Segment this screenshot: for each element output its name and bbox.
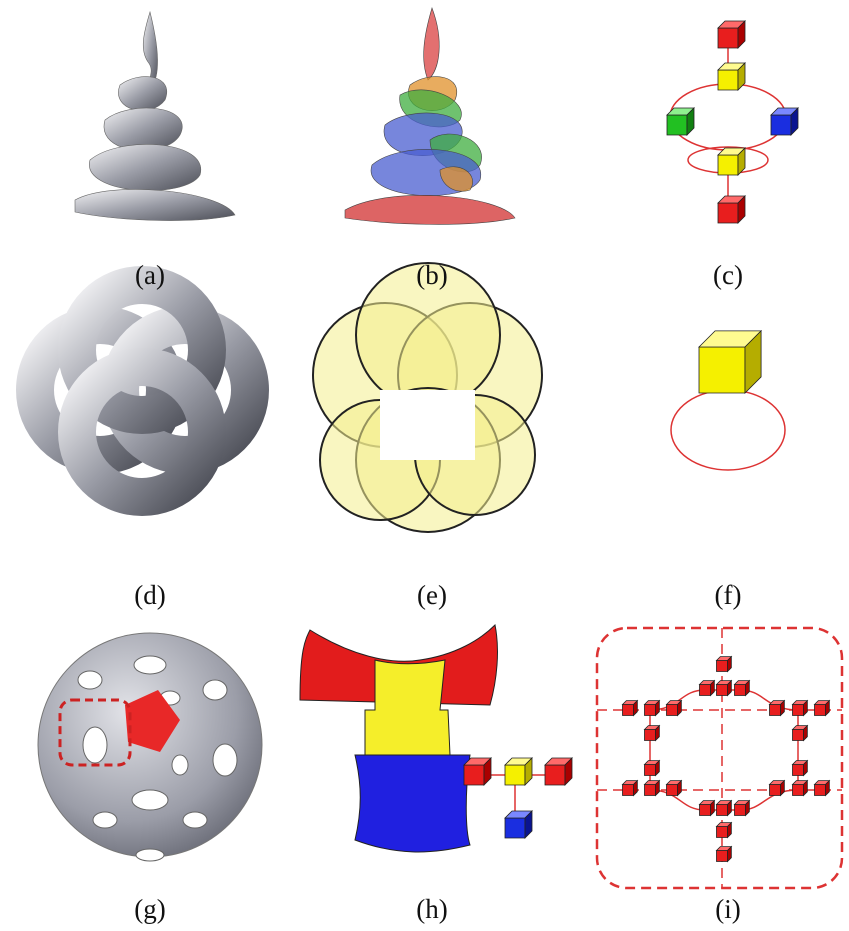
cube-face [737,195,746,224]
panel-label: (e) [417,580,447,610]
cube-face [734,804,746,816]
cube-face [504,817,526,839]
cube-face [792,704,804,716]
cube-face [737,62,746,91]
cube-face [792,784,804,796]
cube-face [699,684,711,696]
cube-face [825,779,830,797]
spiral-colored [344,7,516,225]
panel-label: (i) [715,894,740,924]
cube-face [716,850,728,862]
cube-face [825,699,830,717]
cube-face [727,655,732,673]
cube-face [780,779,785,797]
cube-face [710,799,715,817]
cube-face [745,679,750,697]
cube-face [737,20,746,49]
cube-face [544,764,566,786]
cube-face [666,784,678,796]
knot-yellow [312,262,543,533]
cube-face [727,821,732,839]
panel-label: (b) [416,260,447,290]
cube-face [698,346,746,394]
cube-face [666,704,678,716]
cube-face [622,784,634,796]
cubes [463,20,831,863]
cube-face [655,759,660,777]
cube-face [769,784,781,796]
cube-face [803,724,808,742]
cube-face [710,679,715,697]
cube-face [780,699,785,717]
cube-face [699,804,711,816]
cube-face [745,799,750,817]
cube-face [716,660,728,672]
cube-face [524,757,533,786]
shape-h [299,623,555,853]
cube-face [644,729,656,741]
loop [670,389,786,471]
cube-face [655,724,660,742]
cube-face [564,757,573,786]
cube-face [463,764,485,786]
panel-label: (a) [135,260,165,290]
cube-face [717,154,739,176]
cube-face [737,147,746,176]
cube-face [504,764,526,786]
cube-face [677,699,682,717]
cube-face [644,764,656,776]
cube-face [644,784,656,796]
cube-face [716,684,728,696]
cube-face [717,202,739,224]
panel-label: (f) [715,580,742,610]
cube-face [524,810,533,839]
cube-face [803,779,808,797]
panel-label: (c) [713,260,743,290]
spiral-gray [74,10,236,221]
cube-face [803,759,808,777]
ball [37,632,263,862]
panel-label: (d) [134,580,165,610]
cube-face [644,704,656,716]
cube-face [622,704,634,716]
cube-face [727,799,732,817]
cube-face [734,684,746,696]
cube-face [633,779,638,797]
cube-face [790,107,799,136]
cube-face [655,699,660,717]
cube-face [814,704,826,716]
cube-face [769,704,781,716]
panel-label: (g) [134,894,165,924]
knot-gray [16,266,269,516]
cube-face [666,114,688,136]
panel-label: (h) [416,894,447,924]
cube-face [792,729,804,741]
cube-face [716,826,728,838]
cube-face [655,779,660,797]
cube-face [727,679,732,697]
cube-face [633,699,638,717]
cube-face [717,27,739,49]
cube-face [727,845,732,863]
cube-face [716,804,728,816]
cube-face [803,699,808,717]
cube-face [814,784,826,796]
cube-face [483,757,492,786]
cube-face [677,779,682,797]
cube-face [717,69,739,91]
cube-face [770,114,792,136]
cube-face [686,107,695,136]
cube-face [792,764,804,776]
cube-face [744,329,762,394]
